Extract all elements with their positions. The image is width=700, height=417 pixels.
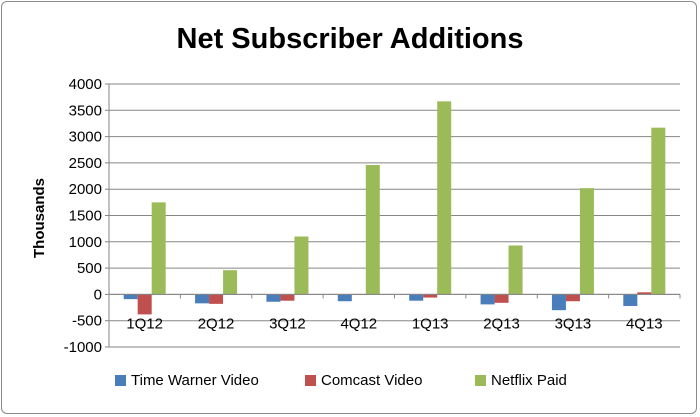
bar <box>565 294 580 302</box>
bar <box>151 202 166 295</box>
legend: Time Warner Video Comcast Video Netflix Pa… <box>115 372 567 389</box>
bar <box>651 127 666 295</box>
bar <box>423 294 438 298</box>
bar <box>409 294 424 301</box>
legend-label: Time Warner Video <box>131 372 259 389</box>
bar <box>209 294 224 304</box>
y-tick-label: 2500 <box>69 155 102 172</box>
x-tick-label: 4Q13 <box>626 315 663 332</box>
x-tick-label: 3Q12 <box>269 315 306 332</box>
bar <box>337 294 352 302</box>
bar <box>294 236 309 295</box>
gridlines <box>109 83 680 348</box>
y-tick-label: 1500 <box>69 208 102 225</box>
bar <box>223 270 238 295</box>
bars <box>123 101 666 315</box>
legend-label: Comcast Video <box>321 372 422 389</box>
y-tick-label: 3500 <box>69 102 102 119</box>
bar <box>623 294 638 306</box>
bar <box>123 294 138 300</box>
tick-labels: -1000 -500 0 500 1000 1500 2000 2500 3000 3500 400… <box>64 76 663 356</box>
x-tick-label: 4Q12 <box>340 315 377 332</box>
y-tick-label: 4000 <box>69 76 102 93</box>
x-tick-label: 1Q12 <box>126 315 163 332</box>
legend-swatch <box>305 375 316 386</box>
bar <box>137 294 152 315</box>
bar <box>365 165 380 295</box>
bar <box>280 294 295 301</box>
x-tick-label: 2Q12 <box>198 315 235 332</box>
y-tick-label: 1000 <box>69 234 102 251</box>
chart-title: Net Subscriber Additions <box>177 23 524 55</box>
y-tick-label: -1000 <box>64 339 102 356</box>
y-axis-label: Thousands <box>31 178 48 258</box>
x-tick-label: 2Q13 <box>483 315 520 332</box>
legend-label: Netflix Paid <box>491 372 567 389</box>
legend-swatch <box>475 375 486 386</box>
y-tick-label: 2000 <box>69 181 102 198</box>
bar <box>480 294 495 305</box>
y-tick-label: 0 <box>94 286 102 303</box>
bar <box>437 101 452 295</box>
bar <box>579 188 594 295</box>
y-tick-label: 500 <box>77 260 102 277</box>
bar <box>551 294 566 311</box>
bar <box>637 292 652 295</box>
x-tick-label: 3Q13 <box>555 315 592 332</box>
bar <box>266 294 281 302</box>
y-tick-label: -500 <box>72 313 102 330</box>
axes <box>105 83 681 348</box>
bar <box>494 294 509 303</box>
bar <box>195 294 210 304</box>
y-tick-label: 3000 <box>69 129 102 146</box>
bar <box>508 245 523 295</box>
x-tick-label: 1Q13 <box>412 315 449 332</box>
legend-swatch <box>115 375 126 386</box>
